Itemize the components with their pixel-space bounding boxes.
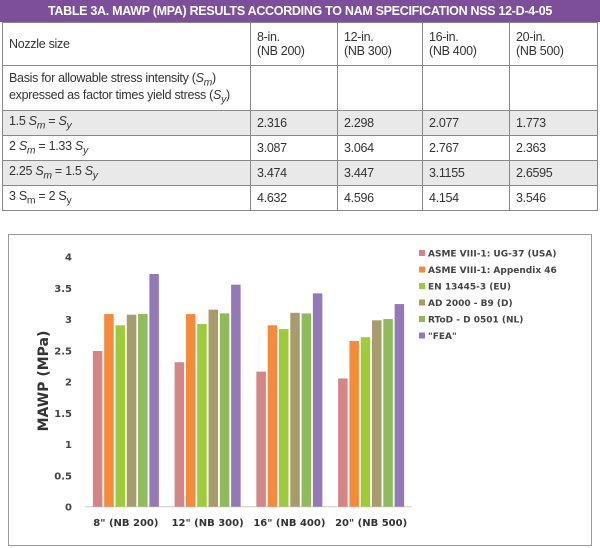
bar [197, 324, 207, 507]
bar [185, 314, 196, 507]
bar [138, 314, 148, 507]
row-label: 3 Sm = 2 Sy [2, 185, 251, 211]
legend-swatch [419, 250, 425, 256]
bar [338, 378, 348, 507]
legend-swatch [419, 299, 425, 306]
bar [312, 293, 323, 507]
legend-label: "FEA" [428, 332, 457, 342]
x-tick-label: 20" (NB 500) [335, 518, 407, 529]
table-row: 3 Sm = 2 Sy 4.632 4.596 4.154 3.546 [2, 185, 598, 211]
y-tick-label: 3.5 [54, 284, 72, 295]
bar [394, 304, 405, 507]
header-col: 16-in. (NB 400) [422, 22, 510, 66]
bar [104, 314, 114, 507]
table-title: TABLE 3A. MAWP (MPA) RESULTS ACCORDING T… [0, 0, 600, 22]
cell: 3.474 [250, 160, 338, 186]
bar [231, 284, 241, 507]
y-axis-label: MAWP (MPa) [36, 331, 52, 432]
cell: 3.064 [337, 135, 423, 161]
bar [301, 313, 312, 507]
bar [92, 350, 103, 507]
bar [372, 320, 382, 507]
chart-frame [8, 234, 592, 546]
table-row: 2.25 Sm = 1.5 Sy 3.474 3.447 3.1155 2.6595 [2, 160, 598, 186]
bar [349, 340, 359, 507]
bar [149, 274, 159, 507]
legend-swatch [419, 316, 425, 322]
legend-label: AD 2000 - B9 (D) [428, 299, 513, 309]
bar [126, 314, 137, 507]
cell: 3.1155 [422, 160, 510, 186]
cell: 2.298 [337, 110, 423, 136]
y-tick-label: 4 [65, 253, 72, 264]
bar [290, 312, 300, 507]
cell: 2.363 [509, 135, 598, 161]
row-label: 2.25 Sm = 1.5 Sy [2, 160, 251, 186]
bar [383, 319, 393, 507]
row-label: 1.5 Sm = Sy [2, 110, 251, 136]
cell: 2.6595 [509, 160, 598, 186]
bar [360, 337, 371, 507]
bar [267, 325, 278, 507]
y-tick-label: 2.5 [54, 346, 72, 357]
legend-label: ASME VIII-1: Appendix 46 [428, 266, 557, 276]
col-nb: (NB 500) [516, 44, 564, 58]
bar [278, 329, 289, 507]
cell: 2.077 [422, 110, 510, 136]
legend-swatch [419, 266, 425, 273]
cell: 4.632 [250, 185, 338, 211]
header-col: 20-in. (NB 500) [509, 22, 598, 66]
x-tick-label: 8" (NB 200) [93, 518, 158, 529]
col-size: 20-in. [516, 30, 546, 44]
cell: 4.596 [337, 185, 423, 211]
col-size: 8-in. [257, 30, 280, 44]
table-row: 1.5 Sm = Sy 2.316 2.298 2.077 1.773 [2, 110, 598, 136]
bar [174, 362, 185, 507]
y-tick-label: 2 [65, 378, 72, 389]
legend-label: EN 13445-3 (EU) [428, 283, 511, 293]
legend-swatch [419, 332, 425, 339]
cell: 3.447 [337, 160, 423, 186]
mawp-table: Nozzle size 8-in. (NB 200) 12-in. (NB 300)… [2, 22, 598, 211]
col-nb: (NB 300) [344, 44, 392, 58]
x-tick-label: 16" (NB 400) [253, 518, 325, 529]
legend-label: ASME VIII-1: UG-37 (USA) [428, 250, 557, 260]
legend-swatch [419, 283, 425, 289]
bar [115, 325, 125, 507]
header-nozzle-size: Nozzle size [2, 22, 251, 66]
cell: 2.316 [250, 110, 338, 136]
y-tick-label: 0.5 [54, 471, 72, 482]
bar [219, 313, 230, 507]
cell: 3.546 [509, 185, 598, 211]
legend-label: RToD - D 0501 (NL) [428, 316, 523, 326]
cell: 3.087 [250, 135, 338, 161]
col-size: 16-in. [429, 30, 459, 44]
col-nb: (NB 400) [429, 44, 477, 58]
empty-cell [509, 65, 598, 111]
table-header-row: Nozzle size 8-in. (NB 200) 12-in. (NB 300)… [2, 22, 598, 66]
empty-cell [337, 65, 423, 111]
bar [208, 309, 219, 507]
y-tick-label: 1 [65, 440, 72, 451]
bar [256, 371, 266, 507]
y-tick-label: 0 [65, 503, 72, 514]
col-size: 12-in. [344, 30, 374, 44]
table-row: 2 Sm = 1.33 Sy 3.087 3.064 2.767 2.363 [2, 135, 598, 161]
y-tick-label: 1.5 [54, 409, 72, 420]
y-tick-label: 3 [65, 315, 72, 326]
x-tick-label: 12" (NB 300) [172, 518, 244, 529]
col-nb: (NB 200) [257, 44, 305, 58]
